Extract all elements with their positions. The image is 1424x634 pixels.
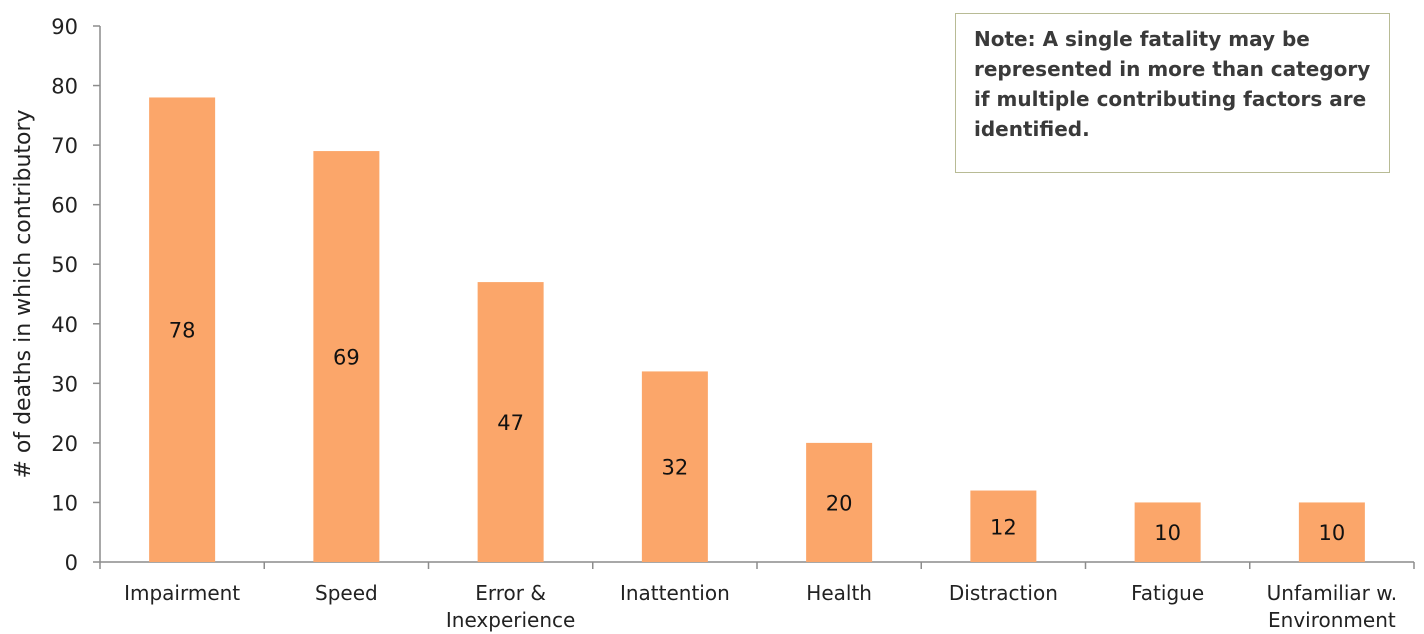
data-label: 69 bbox=[333, 346, 360, 370]
bar bbox=[149, 97, 216, 562]
y-tick-label: 70 bbox=[51, 134, 78, 158]
y-tick-label: 10 bbox=[51, 491, 78, 515]
bar bbox=[1298, 502, 1365, 562]
y-tick-label: 90 bbox=[51, 15, 78, 39]
bar bbox=[313, 151, 380, 563]
data-label: 47 bbox=[497, 411, 524, 435]
category-label: Error & Inexperience bbox=[446, 581, 575, 632]
data-label: 10 bbox=[1154, 521, 1181, 545]
y-tick-label: 0 bbox=[65, 551, 78, 575]
category-label: Fatigue bbox=[1131, 581, 1204, 605]
category-label-line: Inattention bbox=[620, 581, 730, 605]
data-label: 78 bbox=[169, 319, 196, 343]
bar bbox=[1134, 502, 1201, 562]
bar bbox=[806, 442, 873, 562]
data-label: 12 bbox=[990, 515, 1017, 539]
bars bbox=[149, 97, 1365, 563]
category-label-line: Impairment bbox=[124, 581, 240, 605]
y-axis-title: # of deaths in which contributory bbox=[11, 109, 36, 478]
category-labels: Impairment Speed Error & Inexperience Inatte… bbox=[124, 581, 1397, 632]
category-label: Impairment bbox=[124, 581, 240, 605]
category-label: Health bbox=[806, 581, 872, 605]
data-label: 20 bbox=[826, 491, 853, 515]
category-label: Speed bbox=[315, 581, 378, 605]
category-label-line: Health bbox=[806, 581, 872, 605]
bar bbox=[477, 282, 544, 562]
category-label-line: Environment bbox=[1268, 608, 1396, 632]
bar bbox=[970, 490, 1037, 562]
y-tick-label: 40 bbox=[51, 313, 78, 337]
category-label-line: Error & bbox=[475, 581, 546, 605]
category-label-line: Unfamiliar w. bbox=[1267, 581, 1397, 605]
bar bbox=[641, 371, 708, 562]
data-labels: 78 69 47 32 20 12 10 10 bbox=[169, 319, 1345, 545]
category-label: Unfamiliar w. Environment bbox=[1267, 581, 1397, 632]
category-label-line: Speed bbox=[315, 581, 378, 605]
y-tick-labels: 0 10 20 30 40 50 60 70 80 90 bbox=[51, 15, 78, 575]
y-tick-label: 60 bbox=[51, 194, 78, 218]
category-label: Inattention bbox=[620, 581, 730, 605]
category-label: Distraction bbox=[949, 581, 1058, 605]
note-box: Note: A single fatality may be represent… bbox=[955, 13, 1390, 173]
category-label-line: Distraction bbox=[949, 581, 1058, 605]
data-label: 10 bbox=[1319, 521, 1346, 545]
category-label-line: Inexperience bbox=[446, 608, 575, 632]
category-label-line: Fatigue bbox=[1131, 581, 1204, 605]
y-tick-label: 50 bbox=[51, 253, 78, 277]
y-tick-label: 30 bbox=[51, 372, 78, 396]
y-tick-label: 20 bbox=[51, 432, 78, 456]
note-text: Note: A single fatality may be represent… bbox=[974, 27, 1371, 141]
data-label: 32 bbox=[662, 456, 689, 480]
y-tick-label: 80 bbox=[51, 75, 78, 99]
